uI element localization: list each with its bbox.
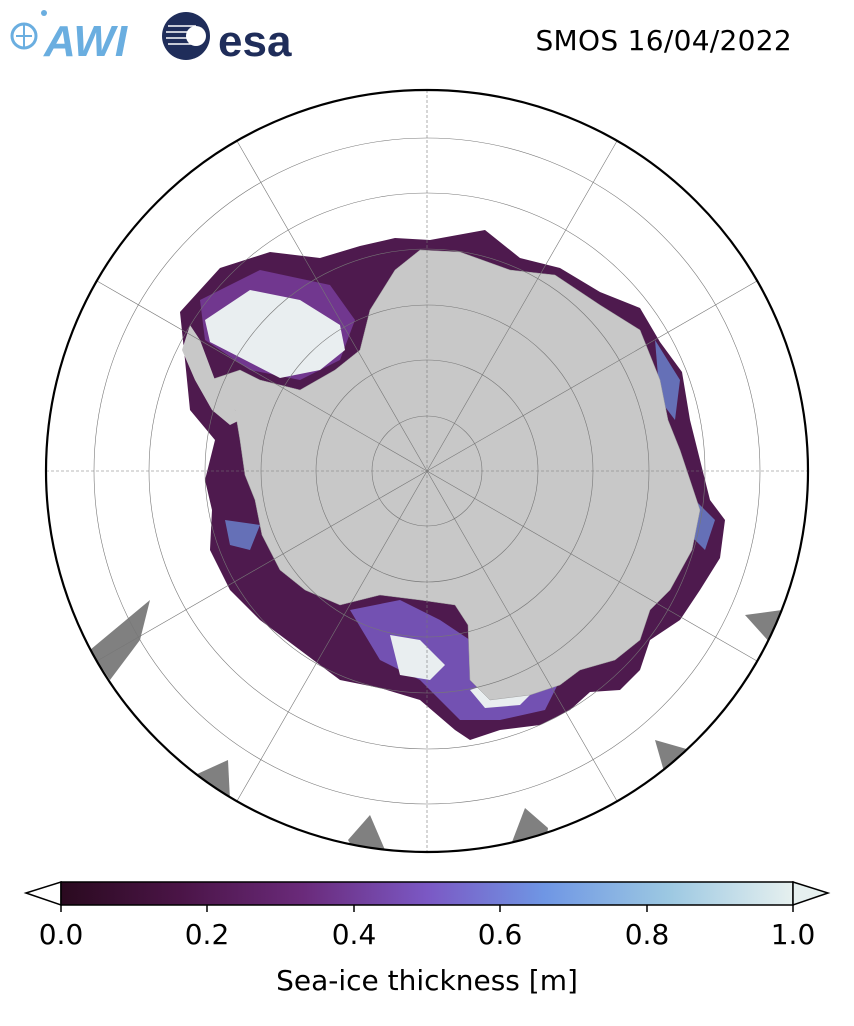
logo-bar: AWI esa [10, 10, 292, 64]
sea-ice-thick-weddell [205, 290, 345, 378]
colorbar-tick-label: 0.6 [477, 918, 523, 951]
colorbar-label: Sea-ice thickness [m] [276, 964, 578, 997]
colorbar-gradient [60, 881, 794, 906]
colorbar-extend-low [23, 880, 62, 907]
missing-data-wedge-1 [90, 600, 150, 680]
colorbar-tick-label: 0.4 [331, 918, 377, 951]
esa-logo: esa [162, 12, 292, 64]
colorbar-tick-label: 1.0 [770, 918, 816, 951]
colorbar-extend-high [792, 880, 831, 907]
polar-map [44, 88, 810, 854]
colorbar-tick-label: 0.2 [184, 918, 230, 951]
awi-logo-text: AWI [43, 17, 128, 64]
missing-data-wedge-3 [348, 815, 385, 852]
colorbar [23, 880, 831, 912]
esa-logo-text: esa [218, 17, 292, 64]
missing-data-wedge-2 [195, 760, 230, 800]
sea-ice-east-strip [225, 340, 715, 550]
awi-logo: AWI [10, 10, 128, 64]
graticule [46, 90, 808, 852]
map-boundary [44, 88, 810, 854]
map-title: SMOS 16/04/2022 [535, 24, 792, 57]
colorbar-ticks [60, 905, 794, 912]
antarctica-landmass [209, 249, 701, 701]
colorbar-tick-label: 0.0 [38, 918, 84, 951]
colorbar-tick-label: 0.8 [624, 918, 670, 951]
missing-data-wedge-5 [655, 740, 690, 775]
antarctic-peninsula [182, 325, 240, 425]
